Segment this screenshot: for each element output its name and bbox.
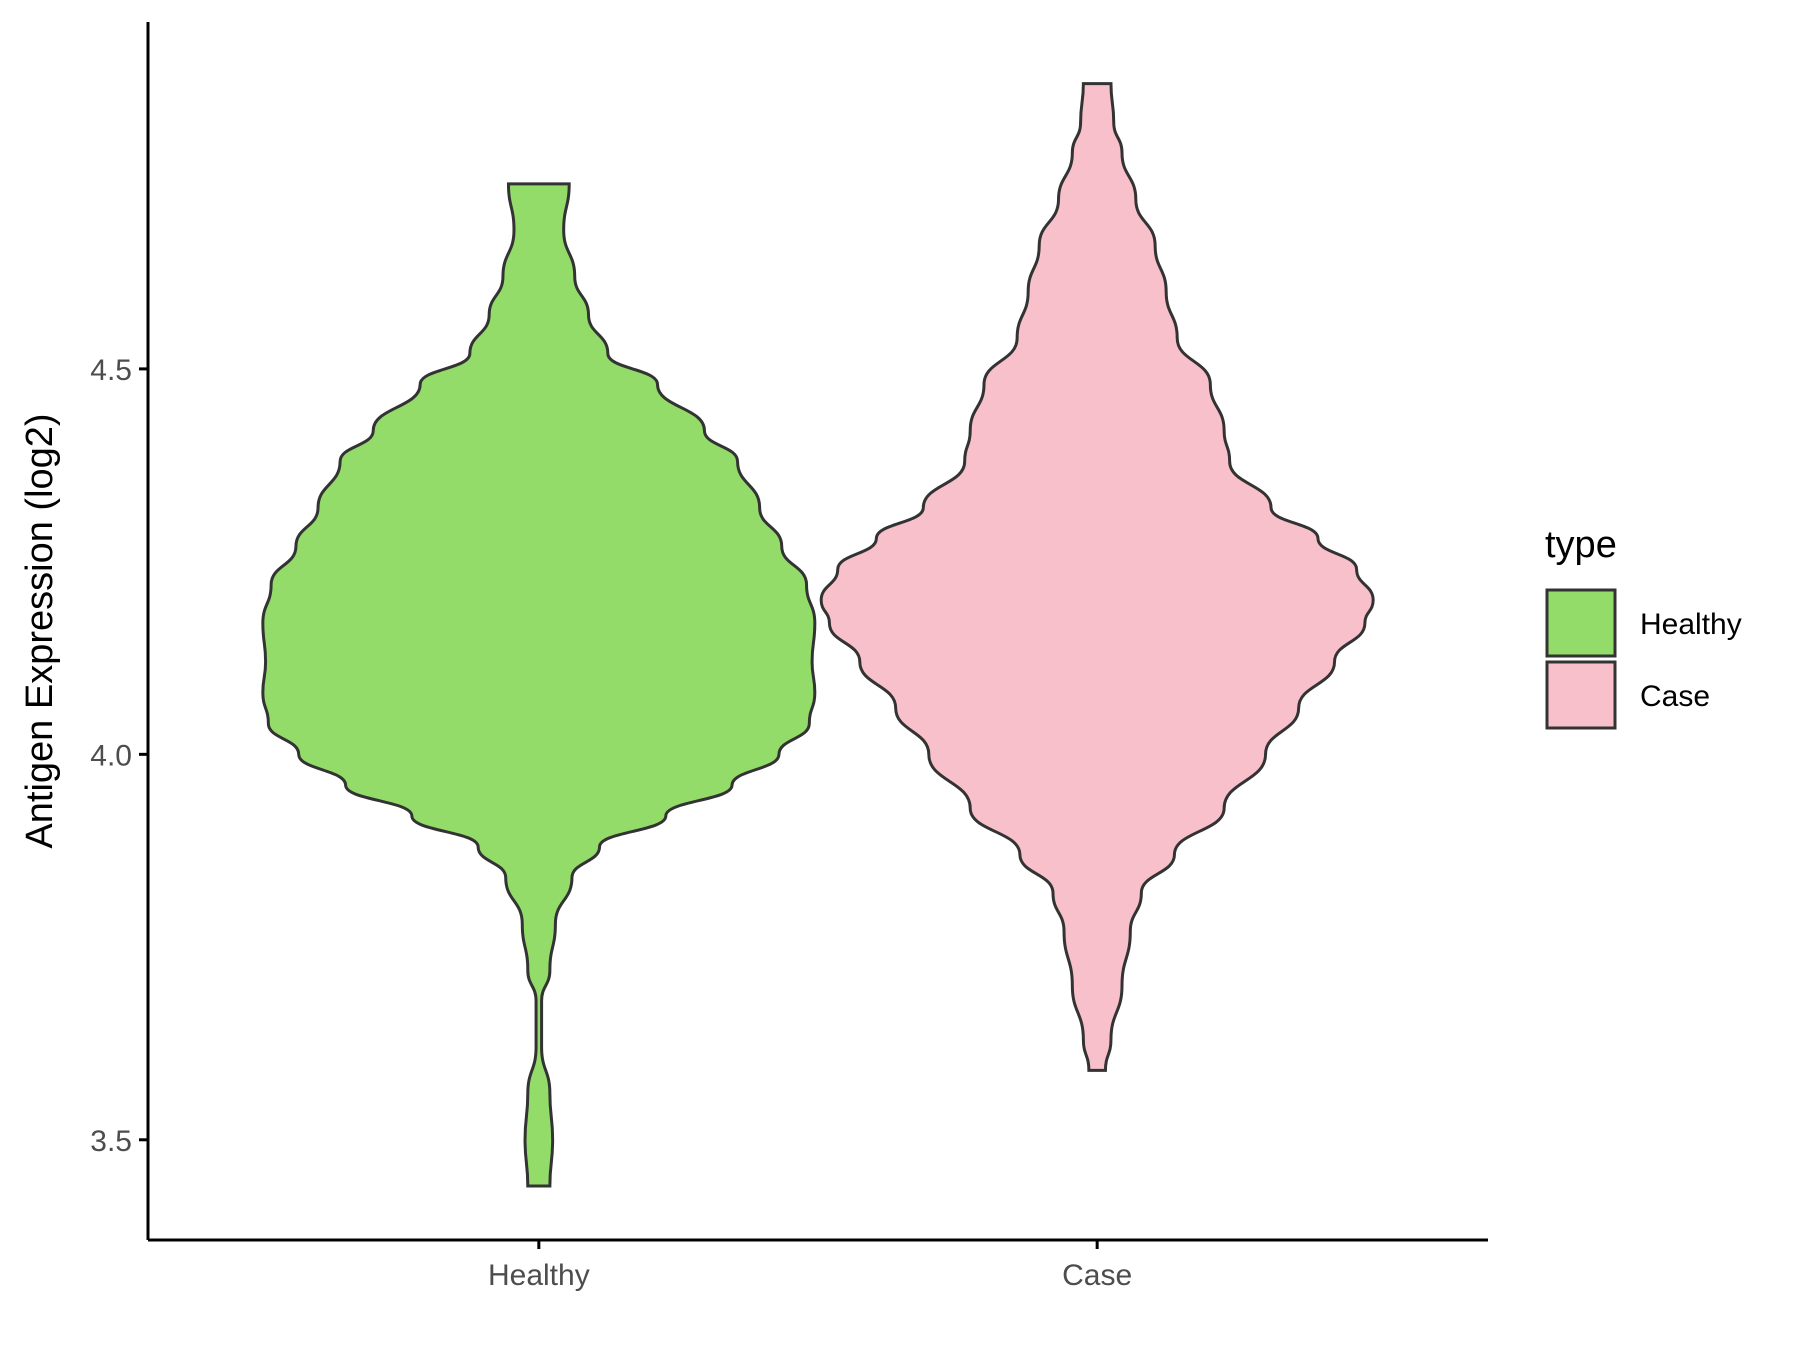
y-tick-label: 4.0 <box>90 739 132 772</box>
legend: type Healthy Case <box>1545 524 1742 730</box>
x-tick-label: Healthy <box>488 1259 590 1292</box>
y-tick-label: 3.5 <box>90 1125 132 1158</box>
legend-swatch-case <box>1545 660 1617 730</box>
axes-layer <box>146 22 1488 1242</box>
legend-title: type <box>1545 524 1617 566</box>
y-tick-label: 4.5 <box>90 354 132 387</box>
y-axis-ticks: 3.5 4.0 4.5 <box>90 354 148 1158</box>
legend-label-case: Case <box>1640 680 1710 713</box>
x-axis-ticks: Healthy Case <box>488 1240 1132 1292</box>
violin-case <box>819 82 1375 1072</box>
x-tick-label: Case <box>1062 1259 1132 1292</box>
legend-swatch-healthy <box>1545 588 1617 658</box>
y-axis-title: Antigen Expression (log2) <box>19 413 61 848</box>
violin-healthy <box>261 182 817 1188</box>
legend-label-healthy: Healthy <box>1640 608 1742 641</box>
violins-layer <box>261 82 1375 1188</box>
